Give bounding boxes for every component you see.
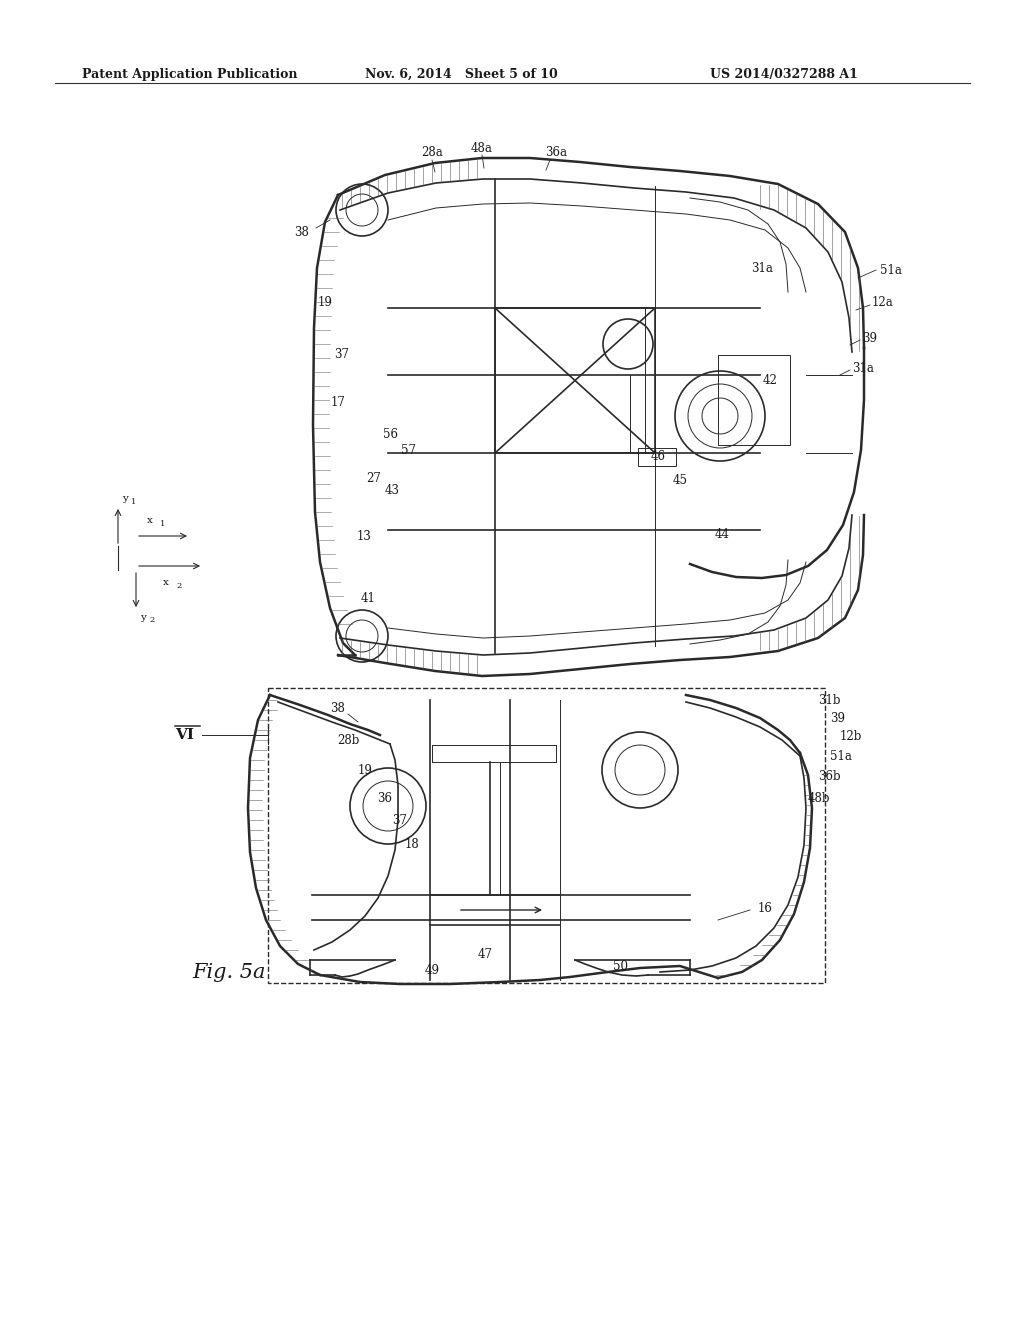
Text: 38: 38 (331, 701, 345, 714)
Text: 44: 44 (715, 528, 729, 541)
Text: 50: 50 (612, 961, 628, 974)
Text: 2: 2 (176, 582, 181, 590)
Text: 57: 57 (400, 444, 416, 457)
Text: 41: 41 (360, 591, 376, 605)
Text: 1: 1 (160, 520, 165, 528)
Text: x: x (147, 516, 153, 525)
Text: 36: 36 (378, 792, 392, 804)
Text: 13: 13 (356, 529, 372, 543)
Text: 16: 16 (758, 902, 773, 915)
Text: 28b: 28b (337, 734, 359, 747)
Text: 43: 43 (384, 483, 399, 496)
Text: Patent Application Publication: Patent Application Publication (82, 69, 298, 81)
Text: 37: 37 (335, 348, 349, 362)
Text: 31a: 31a (751, 261, 773, 275)
Text: 31a: 31a (852, 362, 873, 375)
Text: 1: 1 (131, 498, 136, 506)
Text: US 2014/0327288 A1: US 2014/0327288 A1 (710, 69, 858, 81)
Bar (718, 355, 790, 445)
Text: 39: 39 (862, 331, 877, 345)
Text: x: x (163, 578, 169, 587)
Text: 51a: 51a (830, 750, 852, 763)
Text: 19: 19 (357, 763, 373, 776)
Text: 39: 39 (830, 711, 845, 725)
Text: 56: 56 (383, 428, 397, 441)
Text: 18: 18 (404, 838, 420, 851)
Text: y: y (122, 494, 128, 503)
Text: 12a: 12a (872, 296, 894, 309)
Text: y: y (140, 612, 145, 622)
Text: 17: 17 (331, 396, 345, 408)
Text: 49: 49 (425, 964, 439, 977)
Text: 36a: 36a (545, 147, 567, 160)
Text: 45: 45 (673, 474, 687, 487)
Text: 36b: 36b (818, 770, 841, 783)
Text: 2: 2 (150, 616, 155, 624)
Text: 19: 19 (317, 296, 333, 309)
Text: 28a: 28a (421, 147, 442, 160)
Text: 48a: 48a (471, 141, 493, 154)
Text: 42: 42 (763, 374, 777, 387)
Text: 37: 37 (392, 813, 408, 826)
Text: VI: VI (175, 729, 194, 742)
Text: 12b: 12b (840, 730, 862, 742)
Text: 51a: 51a (880, 264, 902, 276)
Bar (638, 447, 676, 466)
Bar (268, 688, 825, 983)
Text: 38: 38 (295, 227, 309, 239)
Text: 46: 46 (650, 450, 666, 462)
Bar (495, 308, 655, 453)
Text: 31b: 31b (818, 693, 841, 706)
Text: Nov. 6, 2014   Sheet 5 of 10: Nov. 6, 2014 Sheet 5 of 10 (365, 69, 558, 81)
Text: Fig. 5a: Fig. 5a (193, 962, 265, 982)
Text: 47: 47 (477, 949, 493, 961)
Text: 48b: 48b (808, 792, 830, 804)
Text: 27: 27 (367, 471, 381, 484)
